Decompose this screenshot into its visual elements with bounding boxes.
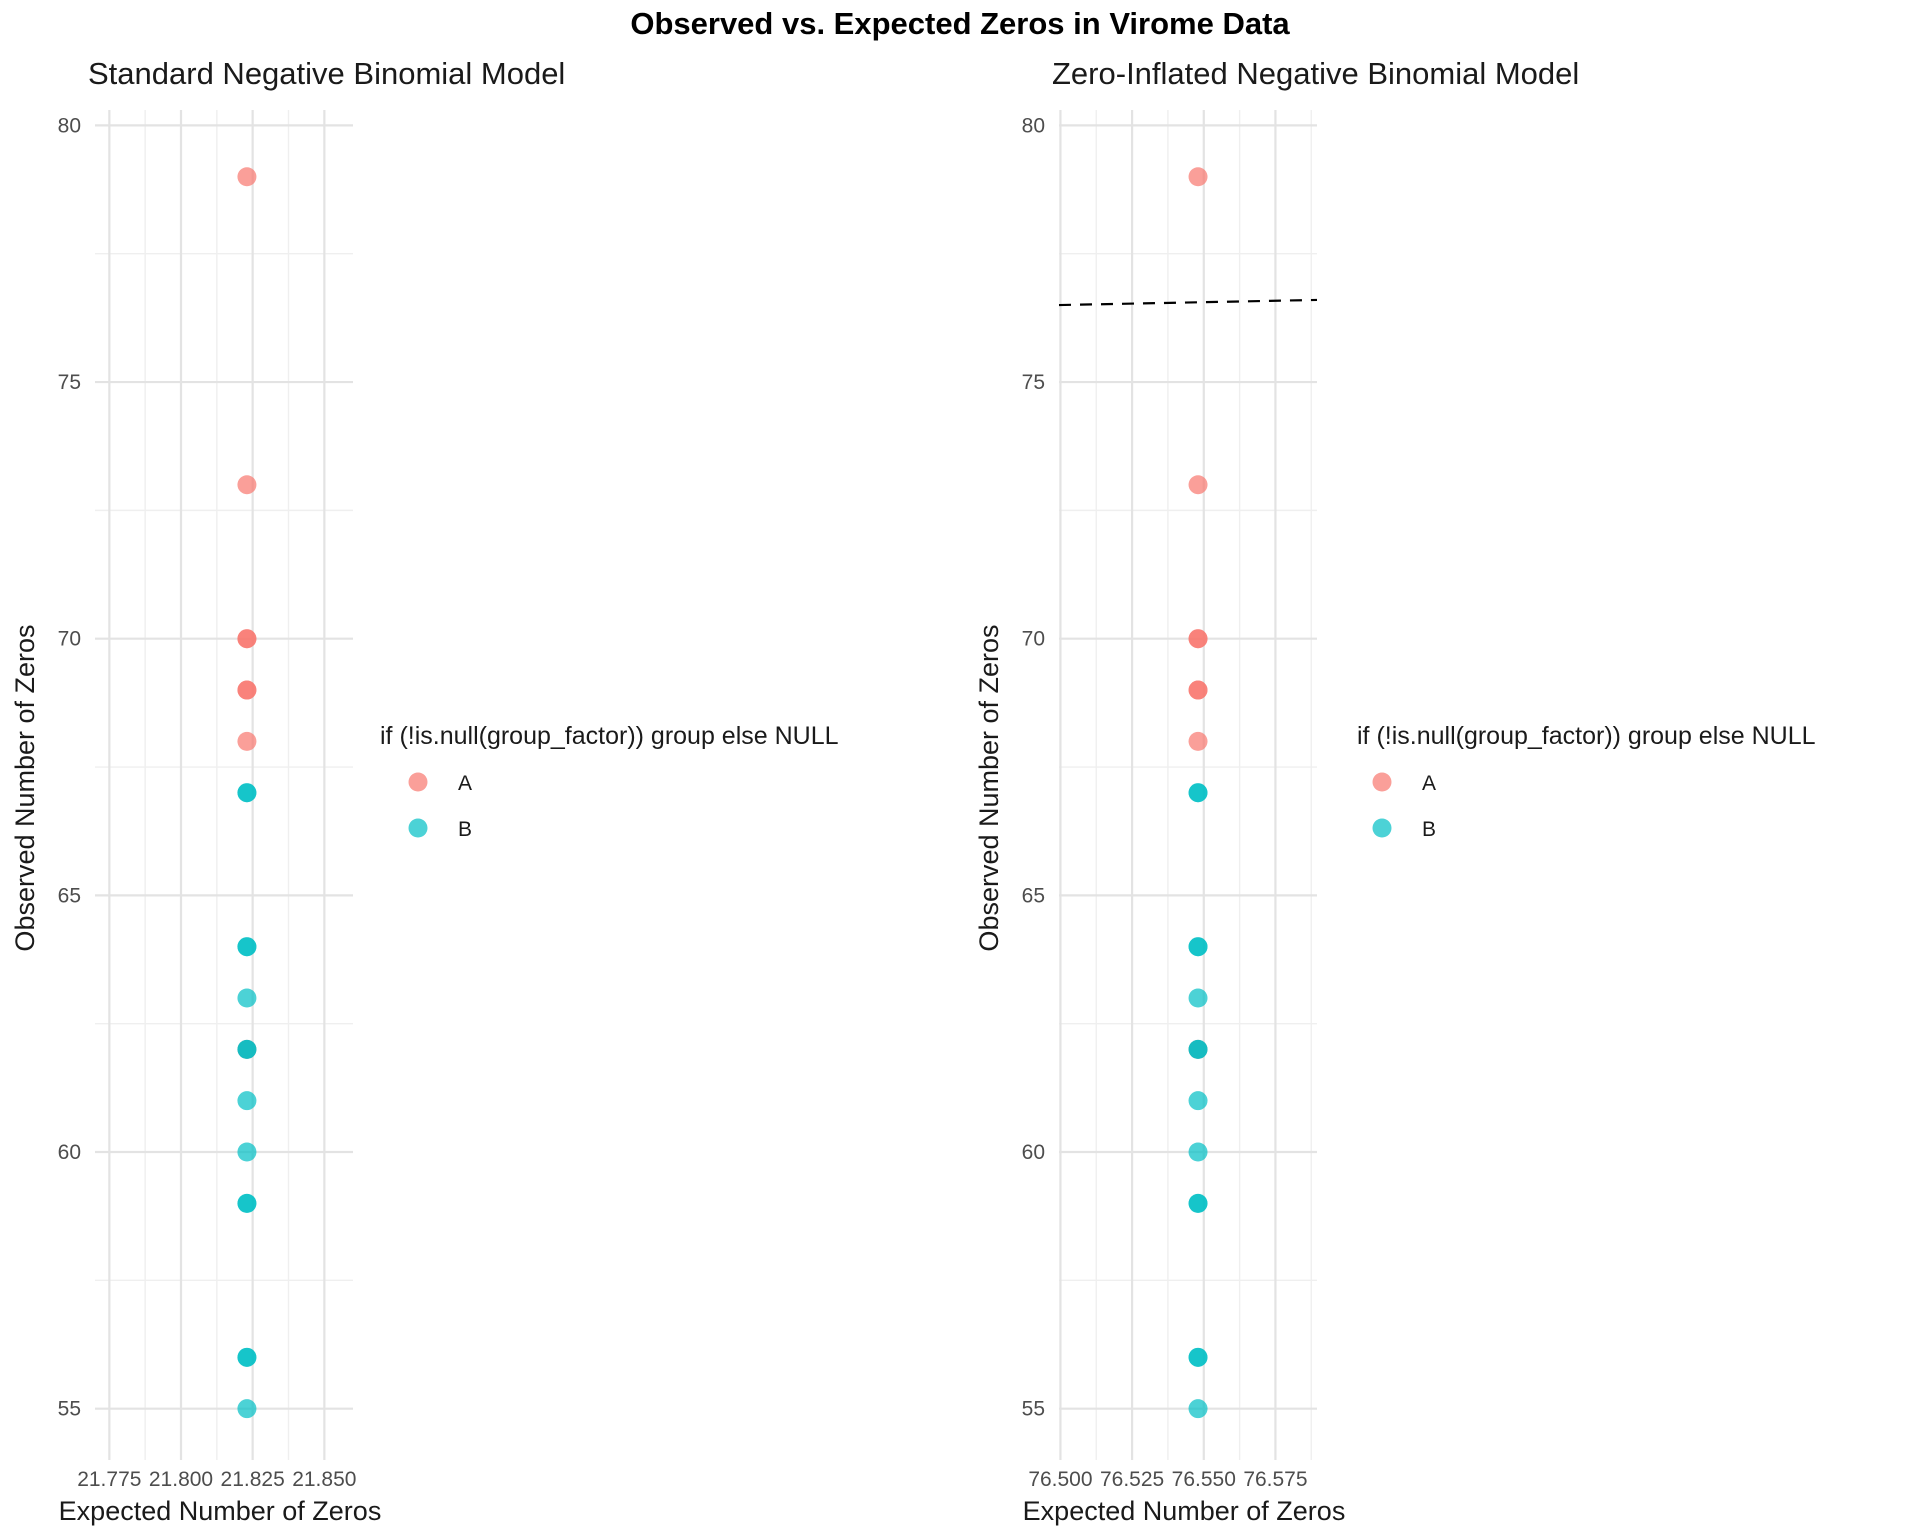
x-axis-label: Expected Number of Zeros (1023, 1496, 1346, 1526)
legend: if (!is.null(group_factor)) group else N… (1357, 722, 1816, 841)
y-tick-label: 55 (1022, 1398, 1045, 1421)
y-tick-label: 80 (1022, 114, 1045, 137)
reference-line (1058, 298, 1318, 307)
grid (95, 110, 353, 1460)
data-point-a (237, 167, 257, 187)
y-axis-label: Observed Number of Zeros (10, 624, 40, 951)
grid (1059, 110, 1317, 1460)
y-tick-label: 80 (58, 114, 81, 137)
data-point-a (1188, 167, 1208, 187)
y-tick-label: 65 (58, 884, 81, 907)
data-point-a (1188, 629, 1208, 649)
data-point-b (1188, 1193, 1208, 1213)
x-tick-labels: 76.500 76.525 76.550 76.575 (1028, 1468, 1307, 1491)
data-point-b (1188, 988, 1208, 1008)
x-tick-label: 76.525 (1100, 1468, 1164, 1491)
y-tick-label: 60 (1022, 1141, 1045, 1164)
legend-key-a (408, 772, 428, 792)
panel-title: Zero-Inflated Negative Binomial Model (1052, 56, 1579, 91)
legend-key-a (1372, 772, 1392, 792)
data-point-b (237, 1399, 257, 1419)
y-tick-label: 70 (58, 628, 81, 651)
data-point-b (237, 1347, 257, 1367)
y-tick-labels: 55 60 65 70 75 80 (58, 114, 81, 1420)
legend-key-b (1372, 818, 1392, 838)
data-point-b (237, 937, 257, 957)
y-tick-label: 55 (58, 1398, 81, 1421)
data-point-b (1188, 1347, 1208, 1367)
x-tick-label: 21.800 (149, 1468, 213, 1491)
data-point-b (237, 1142, 257, 1162)
x-tick-label: 76.550 (1172, 1468, 1236, 1491)
y-tick-label: 75 (1022, 371, 1045, 394)
legend-label-a: A (1422, 772, 1436, 795)
x-tick-label: 76.500 (1028, 1468, 1092, 1491)
legend-label-b: B (458, 818, 472, 841)
data-point-a (1188, 475, 1208, 495)
data-point-b (237, 1193, 257, 1213)
legend-label-a: A (458, 772, 472, 795)
x-axis-label: Expected Number of Zeros (59, 1496, 382, 1526)
data-point-a (237, 680, 257, 700)
data-point-b (1188, 1091, 1208, 1111)
data-point-b (237, 783, 257, 803)
data-point-b (237, 988, 257, 1008)
legend: if (!is.null(group_factor)) group else N… (380, 722, 839, 841)
x-tick-label: 21.850 (292, 1468, 356, 1491)
data-point-b (1188, 1142, 1208, 1162)
data-point-a (1188, 731, 1208, 751)
legend-label-b: B (1422, 818, 1436, 841)
data-point-b (1188, 783, 1208, 803)
panel-title: Standard Negative Binomial Model (88, 56, 565, 91)
y-tick-labels: 55 60 65 70 75 80 (1022, 114, 1045, 1420)
data-point-b (1188, 1399, 1208, 1419)
y-tick-label: 60 (58, 1141, 81, 1164)
data-point-b (1188, 937, 1208, 957)
y-tick-label: 70 (1022, 628, 1045, 651)
x-tick-label: 76.575 (1243, 1468, 1307, 1491)
x-tick-label: 21.775 (77, 1468, 141, 1491)
y-axis-label: Observed Number of Zeros (974, 624, 1004, 951)
x-tick-label: 21.825 (221, 1468, 285, 1491)
legend-title: if (!is.null(group_factor)) group else N… (380, 722, 839, 750)
data-point-a (237, 629, 257, 649)
reference-line-dashed (1058, 298, 1318, 307)
data-point-a (237, 475, 257, 495)
data-point-a (237, 731, 257, 751)
y-tick-label: 75 (58, 371, 81, 394)
data-point-b (237, 1091, 257, 1111)
y-tick-label: 65 (1022, 884, 1045, 907)
panel-zero-inflated-nb: Zero-Inflated Negative Binomial Model 55… (974, 56, 1816, 1526)
points (237, 167, 257, 1419)
legend-title: if (!is.null(group_factor)) group else N… (1357, 722, 1816, 750)
legend-key-b (408, 818, 428, 838)
panel-standard-nb: Standard Negative Binomial Model 55 60 65 7… (10, 56, 839, 1526)
data-point-b (1188, 1039, 1208, 1059)
points (1188, 167, 1208, 1419)
x-tick-labels: 21.775 21.800 21.825 21.850 (77, 1468, 356, 1491)
data-point-a (1188, 680, 1208, 700)
data-point-b (237, 1039, 257, 1059)
figure-title: Observed vs. Expected Zeros in Virome Da… (630, 6, 1290, 41)
